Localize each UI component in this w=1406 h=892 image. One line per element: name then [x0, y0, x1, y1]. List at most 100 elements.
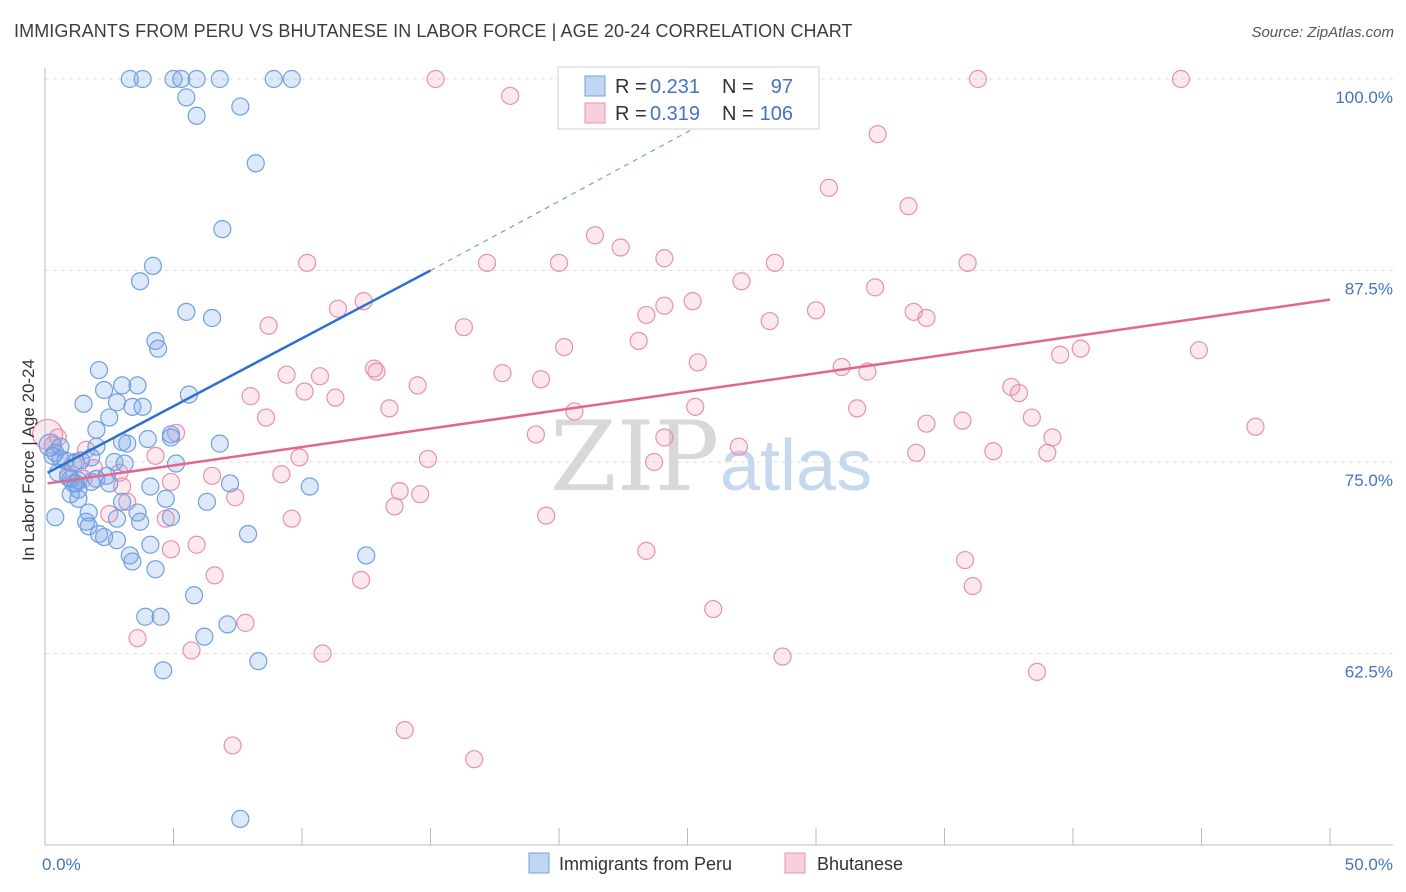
point-bhutanese — [819, 178, 838, 197]
point-bhutanese — [298, 253, 317, 272]
point-peru — [231, 97, 250, 116]
point-peru — [133, 397, 152, 416]
point-bhutanese — [955, 550, 975, 570]
point-peru — [107, 509, 127, 528]
point-bhutanese — [537, 506, 556, 525]
point-bhutanese — [655, 428, 674, 447]
point-bhutanese — [408, 376, 427, 395]
point-peru — [218, 615, 237, 634]
point-bhutanese — [655, 249, 674, 268]
point-bhutanese — [187, 535, 206, 554]
point-peru — [151, 607, 170, 626]
point-peru — [146, 560, 165, 579]
point-peru — [164, 69, 183, 89]
point-bhutanese — [953, 411, 972, 430]
point-bhutanese — [806, 301, 826, 320]
point-bhutanese — [585, 226, 605, 245]
point-bhutanese — [277, 365, 296, 384]
series-peru — [38, 69, 376, 829]
point-peru — [46, 508, 65, 527]
legend-bhutanese-swatch — [584, 102, 606, 124]
point-bhutanese — [236, 613, 255, 632]
y-tick-label-2: 87.5% — [1345, 280, 1393, 299]
legend-bhutanese-n-value: 106 — [760, 103, 793, 125]
point-bhutanese — [1043, 428, 1062, 447]
point-peru — [249, 652, 268, 671]
point-peru — [115, 454, 134, 473]
point-peru — [184, 586, 204, 605]
point-peru — [112, 492, 132, 511]
legend-peru-r-value: 0.231 — [650, 76, 700, 98]
point-peru — [172, 69, 191, 89]
trendline-bhutanese — [47, 298, 1331, 485]
point-peru — [148, 339, 168, 358]
point-peru — [197, 492, 217, 511]
point-bhutanese — [565, 402, 584, 421]
point-bhutanese — [637, 541, 656, 560]
legend-peru-swatch — [584, 75, 606, 97]
correlation-legend: R = 0.231 N = 97 R = 0.319 N = 106 — [557, 66, 820, 130]
point-bhutanese — [1038, 443, 1057, 462]
point-peru — [231, 809, 250, 829]
bottom-legend-peru-label: Immigrants from Peru — [559, 854, 732, 874]
point-bhutanese — [352, 570, 371, 590]
point-peru — [220, 474, 240, 493]
legend-peru-n-label: N = — [722, 76, 754, 98]
bottom-legend-bhutanese-label: Bhutanese — [817, 854, 903, 874]
y-tick-label-0: 62.5% — [1345, 663, 1393, 682]
point-peru — [300, 477, 319, 496]
point-bhutanese — [202, 466, 222, 485]
point-peru — [133, 69, 152, 89]
point-peru — [282, 69, 301, 89]
trendline-peru-extension — [430, 110, 727, 272]
point-peru — [187, 69, 206, 89]
point-bhutanese — [1027, 662, 1047, 681]
point-peru — [112, 376, 132, 395]
point-bhutanese — [418, 449, 438, 469]
bottom-legend-peru-swatch — [528, 852, 550, 874]
point-peru — [130, 272, 150, 291]
point-bhutanese — [241, 387, 260, 406]
point-peru — [177, 88, 196, 107]
point-peru — [138, 429, 157, 449]
point-peru — [89, 360, 109, 380]
point-bhutanese — [477, 253, 497, 272]
legend-bhutanese-r-label: R = — [615, 103, 647, 125]
chart-title: IMMIGRANTS FROM PERU VS BHUTANESE IN LAB… — [14, 21, 853, 41]
point-bhutanese — [866, 278, 885, 297]
point-bhutanese — [848, 399, 867, 418]
y-axis-label: In Labor Force | Age 20-24 — [19, 359, 38, 561]
point-peru — [69, 489, 88, 508]
point-peru — [107, 531, 127, 550]
point-bhutanese — [290, 448, 309, 467]
point-bhutanese — [765, 253, 784, 272]
point-peru — [123, 552, 142, 571]
point-bhutanese — [984, 442, 1003, 461]
point-peru — [210, 434, 229, 453]
point-peru — [100, 474, 119, 493]
point-peru — [128, 376, 147, 395]
point-bhutanese — [868, 125, 887, 144]
point-bhutanese — [385, 497, 404, 516]
point-bhutanese — [1189, 341, 1209, 360]
point-bhutanese — [704, 599, 723, 619]
point-bhutanese — [683, 292, 702, 311]
point-bhutanese — [310, 367, 330, 386]
y-tick-labels: 62.5% 75.0% 87.5% 100.0% — [1335, 88, 1393, 682]
point-bhutanese — [629, 331, 648, 351]
point-bhutanese — [390, 482, 409, 501]
point-bhutanese — [917, 414, 936, 433]
point-bhutanese — [729, 437, 749, 456]
point-bhutanese — [968, 69, 988, 89]
point-bhutanese — [226, 488, 245, 507]
point-bhutanese — [760, 311, 779, 331]
point-bhutanese — [501, 86, 520, 105]
point-peru — [141, 477, 160, 496]
point-peru — [357, 546, 376, 565]
watermark-atlas: atlas — [720, 426, 872, 506]
point-bhutanese — [958, 253, 977, 272]
bottom-legend-bhutanese-swatch — [784, 852, 806, 874]
point-bhutanese — [688, 353, 707, 372]
point-peru — [87, 420, 106, 439]
